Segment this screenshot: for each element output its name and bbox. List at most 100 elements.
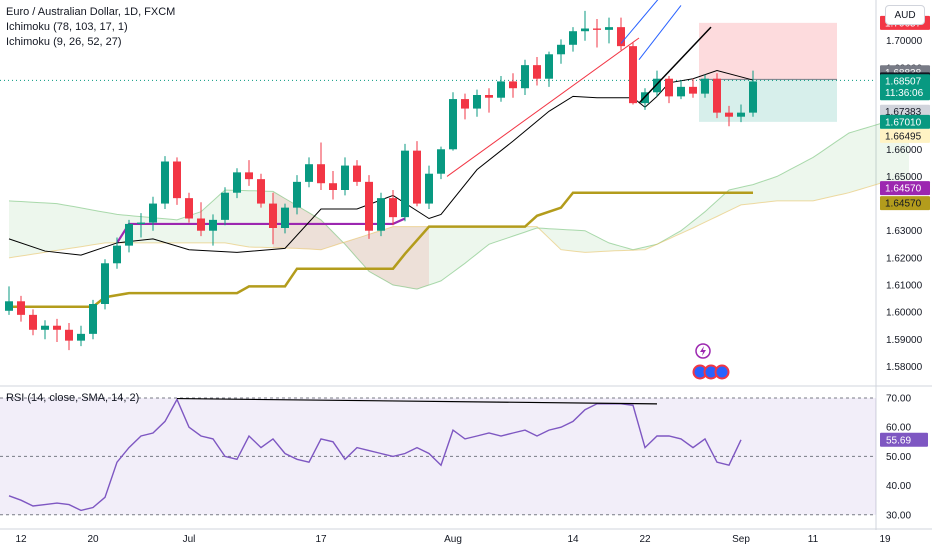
- ichimoku-legend-2: Ichimoku (9, 26, 52, 27): [6, 36, 122, 48]
- candle-body: [617, 27, 625, 47]
- candle-body: [305, 164, 313, 182]
- time-tick-label: 17: [315, 534, 327, 545]
- lightning-icon-glyph: [700, 346, 706, 356]
- price-tick-label: 1.61000: [886, 281, 923, 292]
- candle-body: [113, 245, 121, 264]
- candle-body: [233, 172, 241, 193]
- candle: [665, 76, 673, 104]
- candle-body: [629, 46, 637, 104]
- candle-body: [473, 95, 481, 109]
- candle-body: [101, 263, 109, 304]
- candle: [113, 237, 121, 269]
- price-badge-label: 1.64570: [885, 184, 922, 195]
- candle: [557, 39, 565, 64]
- candle-body: [341, 165, 349, 190]
- price-badge: [880, 74, 930, 101]
- event-icons[interactable]: [692, 343, 730, 380]
- candle: [53, 318, 61, 342]
- price-tick-label: 1.62000: [886, 253, 923, 264]
- candle: [629, 42, 637, 105]
- time-axis: 1220Jul17Aug1422Sep111927: [15, 534, 891, 545]
- candle: [101, 259, 109, 310]
- time-tick-label: Jul: [183, 534, 196, 545]
- candle-body: [161, 161, 169, 204]
- candle: [233, 168, 241, 199]
- trend-drawings[interactable]: [446, 0, 712, 177]
- candle: [689, 78, 697, 98]
- candle: [461, 93, 469, 120]
- candle-body: [245, 172, 253, 180]
- candle: [449, 92, 457, 151]
- rsi-resistance-line: [176, 397, 658, 405]
- rsi-tick-label: 60.00: [886, 423, 911, 434]
- candle-body: [53, 325, 61, 330]
- candle: [545, 51, 553, 87]
- price-badge: [880, 128, 930, 143]
- candle: [29, 309, 37, 336]
- candle-body: [149, 203, 157, 223]
- candle: [353, 160, 361, 186]
- time-tick-label: 20: [87, 534, 99, 545]
- candle-body: [17, 301, 25, 315]
- economic-event-icon: [714, 364, 730, 380]
- rsi-value-label: 55.69: [886, 435, 911, 446]
- time-tick-label: Aug: [444, 534, 462, 545]
- candle-body: [737, 112, 745, 117]
- candle-body: [389, 198, 397, 218]
- candle-body: [557, 44, 565, 55]
- candle: [377, 192, 385, 237]
- time-tick-label: Sep: [732, 534, 750, 545]
- price-tick-label: 1.59000: [886, 335, 923, 346]
- candle: [341, 157, 349, 196]
- price-axis: 70.00 60.00 50.00 40.00 30.00 55.69 1.58000 1.5…: [880, 15, 930, 521]
- candle: [413, 141, 421, 207]
- candle: [125, 219, 133, 253]
- candle: [581, 10, 589, 41]
- candle-body: [521, 65, 529, 89]
- candle: [245, 160, 253, 186]
- short-position-tool[interactable]: [0, 22, 876, 122]
- price-tick-label: 1.66000: [886, 145, 923, 156]
- candle: [89, 299, 97, 340]
- candle-body: [581, 28, 589, 32]
- candle: [617, 17, 625, 51]
- candle: [701, 74, 709, 98]
- price-tick-label: 1.60000: [886, 308, 923, 319]
- candle-body: [197, 218, 205, 231]
- rsi-legend: RSI (14, close, SMA, 14, 2): [6, 392, 140, 404]
- candle: [329, 171, 337, 200]
- candle: [197, 202, 205, 237]
- candle-body: [665, 78, 673, 97]
- candle: [5, 286, 13, 315]
- candle: [365, 175, 373, 239]
- candle-body: [605, 27, 613, 30]
- rsi-tick-label: 50.00: [886, 452, 911, 463]
- candle: [473, 89, 481, 117]
- candle-body: [29, 314, 37, 330]
- candle-body: [5, 301, 13, 311]
- candle-body: [317, 164, 325, 184]
- black-trend-line: [638, 26, 712, 104]
- price-badge-label: 1.67383: [885, 107, 922, 118]
- candle: [533, 57, 541, 86]
- candle: [77, 325, 85, 347]
- candle: [497, 76, 505, 102]
- candle-body: [701, 78, 709, 94]
- candle-body: [77, 333, 85, 341]
- candle: [389, 190, 397, 226]
- candle: [161, 156, 169, 209]
- candle: [521, 59, 529, 95]
- candle-body: [497, 81, 505, 98]
- candle: [293, 175, 301, 215]
- senkou-span-a: [8, 118, 910, 290]
- currency-button[interactable]: AUD: [885, 5, 925, 25]
- candle-body: [41, 325, 49, 330]
- candle: [401, 143, 409, 222]
- candle-body: [533, 65, 541, 79]
- price-tick-label: 1.58000: [886, 362, 923, 373]
- rsi-tick-label: 40.00: [886, 481, 911, 492]
- price-badge: [880, 196, 930, 211]
- candle: [209, 214, 217, 246]
- price-badge: [880, 181, 930, 196]
